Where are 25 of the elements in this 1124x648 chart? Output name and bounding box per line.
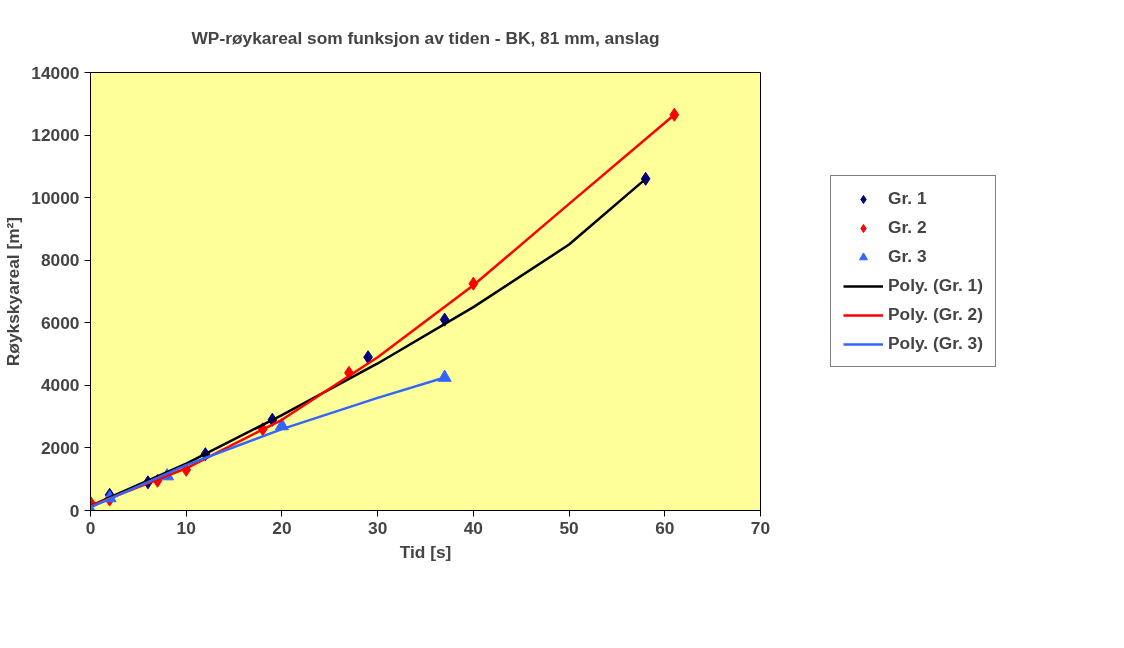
legend-label: Gr. 3 [888, 246, 927, 267]
legend-label: Poly. (Gr. 3) [888, 333, 984, 354]
x-tick-label: 70 [750, 517, 771, 538]
y-axis-title: Røykskyareal [m²] [3, 216, 24, 367]
legend-label: Poly. (Gr. 1) [888, 275, 984, 296]
y-tick-label: 10000 [31, 187, 80, 208]
y-tick-label: 12000 [31, 125, 80, 146]
y-tick-label: 4000 [40, 375, 80, 396]
chart-title: WP-røykareal som funksjon av tiden - BK, 81 mm, anslag [191, 27, 660, 48]
y-tick-label: 0 [69, 500, 80, 521]
x-tick-label: 30 [368, 517, 388, 538]
x-tick-label: 0 [85, 517, 96, 538]
y-tick-label: 6000 [40, 312, 80, 333]
x-tick-label: 50 [559, 517, 579, 538]
legend-label: Gr. 2 [888, 217, 927, 238]
x-axis-title: Tid [s] [399, 541, 452, 562]
y-tick-label: 8000 [40, 250, 80, 271]
y-tick-label: 14000 [31, 62, 80, 83]
x-tick-label: 10 [176, 517, 196, 538]
y-tick-label: 2000 [40, 437, 80, 458]
x-tick-label: 20 [272, 517, 292, 538]
x-tick-label: 60 [655, 517, 675, 538]
legend-label: Gr. 1 [888, 188, 927, 209]
x-tick-label: 40 [463, 517, 483, 538]
legend-label: Poly. (Gr. 2) [888, 304, 984, 325]
